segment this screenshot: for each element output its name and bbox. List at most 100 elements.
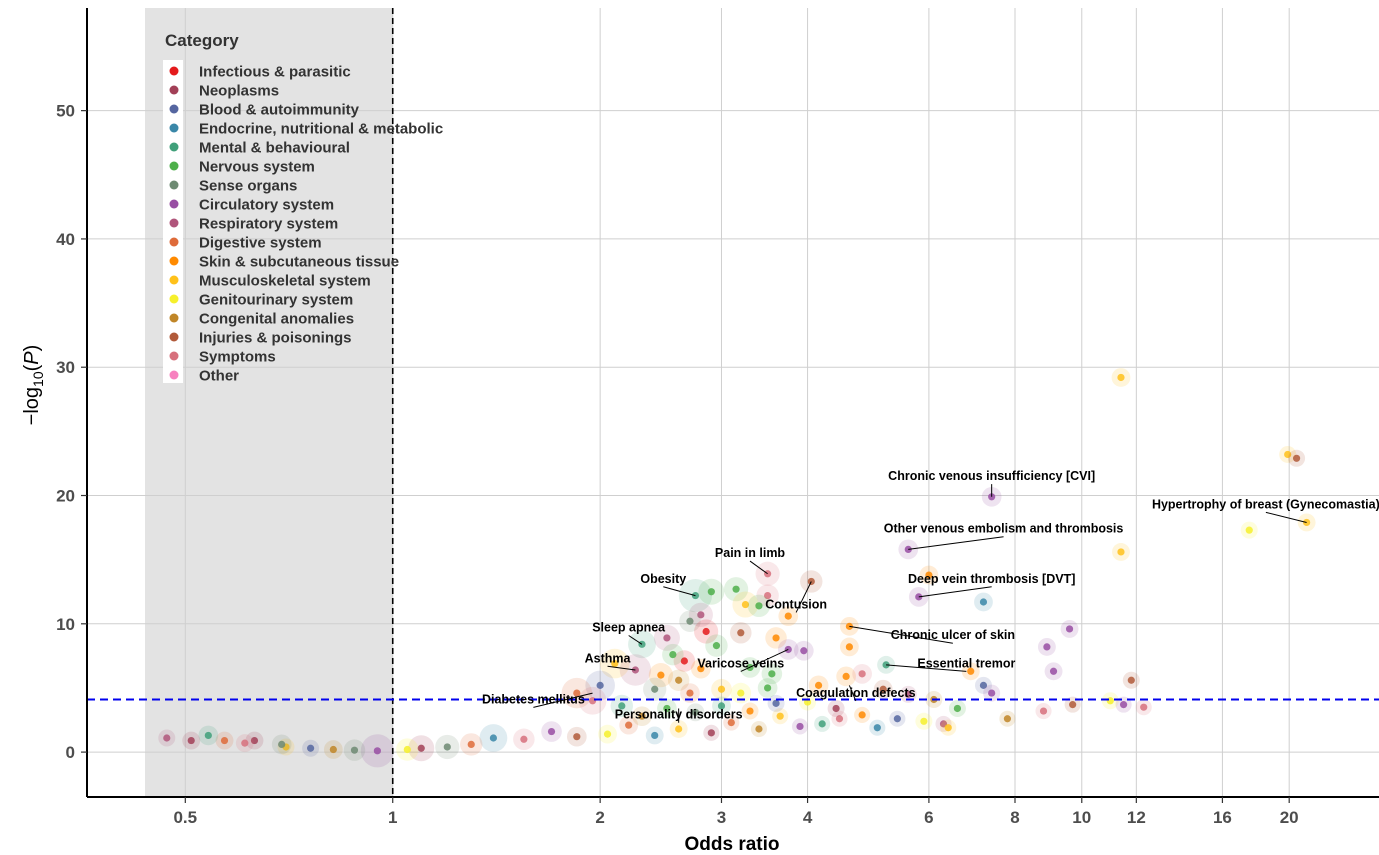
- data-point: [746, 707, 754, 715]
- annotation-leader: [607, 665, 636, 671]
- data-point: [768, 670, 776, 678]
- x-axis-title: Odds ratio: [684, 834, 779, 855]
- data-point: [772, 699, 780, 707]
- data-point: [737, 689, 745, 697]
- annotation-leader: [908, 536, 1004, 550]
- legend-label: Digestive system: [199, 235, 322, 252]
- data-point: [784, 612, 792, 620]
- data-point: [925, 571, 933, 579]
- data-point: [707, 729, 715, 737]
- data-point: [904, 690, 912, 698]
- legend-title: Category: [165, 31, 239, 50]
- data-point: [1127, 676, 1135, 684]
- legend-key: [169, 161, 179, 171]
- x-tick-label: 1: [388, 808, 397, 827]
- data-point: [879, 685, 887, 693]
- data-point: [403, 745, 411, 754]
- data-point: [988, 689, 996, 697]
- annotation-label: Personality disorders: [615, 708, 743, 722]
- axes: [86, 8, 1379, 798]
- data-point: [755, 725, 763, 733]
- annotation-leader: [749, 560, 768, 575]
- x-tick-label: 8: [1010, 808, 1019, 827]
- data-point: [187, 736, 195, 745]
- data-point: [603, 730, 612, 738]
- legend-label: Circulatory system: [199, 197, 334, 214]
- data-point: [893, 715, 901, 723]
- legend-label: Blood & autoimmunity: [199, 102, 360, 119]
- data-point: [944, 724, 952, 732]
- data-point: [686, 689, 694, 697]
- data-point: [651, 685, 659, 693]
- x-tick-label: 0.5: [173, 808, 197, 827]
- data-point: [1039, 707, 1048, 715]
- y-axis-title-close: ): [21, 345, 43, 352]
- x-axis-ticks: 0.5 1 2 3 4 6 8 10 12 16 20: [173, 797, 1299, 827]
- data-point: [858, 670, 866, 678]
- annotation-leader: [663, 586, 696, 597]
- data-point: [307, 744, 315, 752]
- legend-key: [169, 275, 179, 285]
- data-point: [350, 746, 359, 754]
- data-point: [1065, 625, 1074, 633]
- data-point: [663, 634, 671, 642]
- legend-key: [169, 123, 179, 133]
- data-point: [588, 697, 597, 705]
- annotation-label: Chronic ulcer of skin: [891, 628, 1015, 642]
- legend-label: Mental & behavioural: [199, 140, 350, 157]
- data-point: [417, 744, 425, 752]
- x-tick-label: 12: [1127, 808, 1146, 827]
- gridlines: [87, 8, 1379, 797]
- annotation-label: Varicose veins: [697, 656, 784, 670]
- data-point: [1284, 450, 1292, 459]
- data-point: [755, 602, 763, 610]
- y-tick-label: 0: [66, 743, 75, 762]
- legend-key: [169, 351, 179, 361]
- data-point: [520, 735, 528, 743]
- data-point: [220, 736, 229, 745]
- x-tick-label: 20: [1280, 808, 1299, 827]
- data-point: [1003, 715, 1012, 723]
- legend-key: [169, 180, 179, 190]
- annotation-leader: [1265, 511, 1307, 523]
- annotation-leader: [795, 581, 812, 613]
- annotation-label: Diabetes mellitus: [482, 692, 585, 706]
- y-axis-title: −log10(P): [21, 345, 46, 426]
- legend-key: [169, 199, 179, 209]
- data-point: [1117, 548, 1125, 556]
- data-point: [1119, 701, 1128, 709]
- data-point: [443, 743, 451, 751]
- legend-key: [169, 370, 179, 380]
- data-point: [784, 645, 792, 654]
- x-tick-label: 16: [1213, 808, 1232, 827]
- data-point: [741, 600, 750, 609]
- y-axis-title-variable: P: [21, 351, 43, 365]
- data-point: [953, 704, 962, 713]
- legend-key: [169, 256, 179, 266]
- data-point: [250, 736, 259, 745]
- y-tick-label: 40: [56, 230, 75, 249]
- legend-label: Neoplasms: [199, 83, 279, 100]
- y-tick-label: 30: [56, 358, 75, 377]
- data-point: [814, 681, 823, 689]
- data-point: [920, 717, 928, 725]
- annotation-leader: [533, 692, 593, 708]
- annotation-leaders: [533, 484, 1307, 723]
- legend-key: [169, 218, 179, 228]
- data-point: [651, 731, 659, 740]
- data-point: [717, 685, 726, 693]
- legend-label: Injuries & poisonings: [199, 330, 352, 347]
- annotation-label: Deep vein thrombosis [DVT]: [908, 572, 1075, 586]
- annotation-label: Essential tremor: [917, 656, 1015, 670]
- legend-label: Endocrine, nutritional & metabolic: [199, 121, 443, 138]
- data-point: [611, 659, 619, 668]
- data-point: [818, 720, 826, 728]
- data-point: [669, 650, 677, 659]
- data-point: [764, 591, 772, 600]
- data-point: [764, 684, 772, 692]
- annotation-leader: [628, 635, 643, 645]
- y-tick-label: 20: [56, 487, 75, 506]
- data-point: [717, 702, 726, 710]
- legend-label: Infectious & parasitic: [199, 64, 351, 81]
- data-point: [727, 718, 735, 727]
